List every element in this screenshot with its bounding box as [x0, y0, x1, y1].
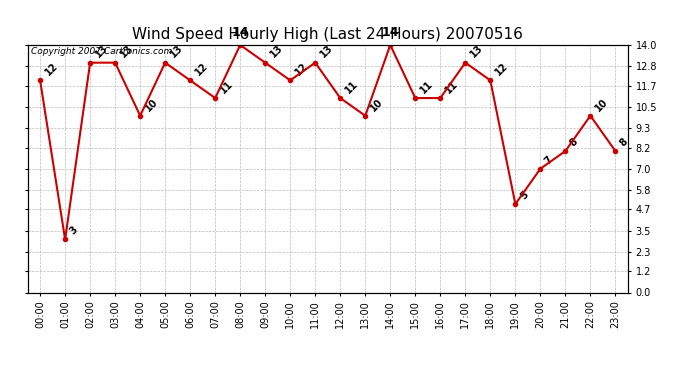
Text: 11: 11: [418, 79, 435, 95]
Text: 10: 10: [368, 96, 384, 113]
Text: 13: 13: [468, 43, 484, 60]
Text: 12: 12: [493, 61, 510, 78]
Text: 3: 3: [68, 225, 80, 237]
Text: 10: 10: [593, 96, 610, 113]
Text: 14: 14: [231, 27, 249, 39]
Text: 12: 12: [293, 61, 310, 78]
Text: 11: 11: [443, 79, 460, 95]
Text: 13: 13: [118, 43, 135, 60]
Text: 5: 5: [518, 189, 530, 201]
Text: 13: 13: [318, 43, 335, 60]
Text: 8: 8: [618, 136, 630, 148]
Text: 12: 12: [43, 61, 59, 78]
Text: 8: 8: [568, 136, 580, 148]
Text: 10: 10: [143, 96, 159, 113]
Title: Wind Speed Hourly High (Last 24 Hours) 20070516: Wind Speed Hourly High (Last 24 Hours) 2…: [132, 27, 523, 42]
Text: 14: 14: [382, 27, 399, 39]
Text: 13: 13: [268, 43, 284, 60]
Text: 12: 12: [193, 61, 210, 78]
Text: 11: 11: [343, 79, 359, 95]
Text: Copyright 2007 Cartronics.com: Copyright 2007 Cartronics.com: [30, 48, 172, 57]
Text: 13: 13: [93, 43, 110, 60]
Text: 11: 11: [218, 79, 235, 95]
Text: 13: 13: [168, 43, 184, 60]
Text: 7: 7: [543, 154, 555, 166]
